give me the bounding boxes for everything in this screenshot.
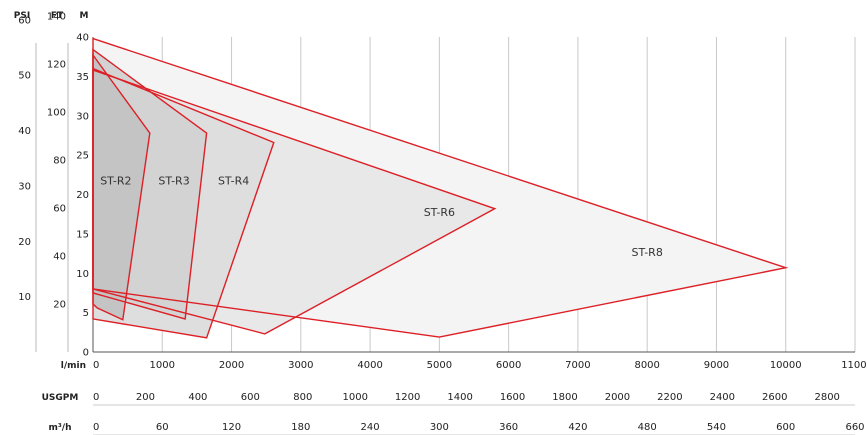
x-tick-label: 7000 <box>565 360 590 371</box>
x-tick-label: 800 <box>293 392 312 403</box>
x-tick-label: 60 <box>156 422 169 433</box>
x-axis-title-1: USGPM <box>42 393 79 403</box>
y-axis-title-1: FT <box>51 11 64 21</box>
x-tick-label: 0 <box>93 422 99 433</box>
x-tick-label: 2000 <box>605 392 630 403</box>
series-label-st-r8: ST-R8 <box>632 246 663 259</box>
y-tick-label: 40 <box>53 251 66 262</box>
y-tick-label: 30 <box>18 181 31 192</box>
y-tick-label: 10 <box>76 269 89 280</box>
y-tick-label: 60 <box>18 15 31 26</box>
x-tick-label: 1800 <box>552 392 577 403</box>
x-tick-label: 600 <box>776 422 795 433</box>
x-tick-label: 1200 <box>395 392 420 403</box>
y-tick-label: 40 <box>18 126 31 137</box>
x-tick-label: 1600 <box>500 392 525 403</box>
y-axis-title-2: M <box>80 11 89 21</box>
y-tick-label: 25 <box>76 151 89 162</box>
x-tick-label: 600 <box>241 392 260 403</box>
x-tick-label: 2800 <box>814 392 839 403</box>
y-tick-label: 100 <box>47 107 66 118</box>
x-tick-label: 10000 <box>770 360 802 371</box>
y-tick-label: 60 <box>53 203 66 214</box>
y-tick-label: 15 <box>76 229 89 240</box>
x-tick-label: 2200 <box>657 392 682 403</box>
y-tick-label: 120 <box>47 59 66 70</box>
series-label-st-r3: ST-R3 <box>158 174 189 187</box>
x-tick-label: 11000 <box>841 360 867 371</box>
x-tick-label: 1400 <box>447 392 472 403</box>
x-tick-label: 2600 <box>762 392 787 403</box>
x-tick-label: 240 <box>361 422 380 433</box>
x-tick-label: 9000 <box>704 360 729 371</box>
y-tick-label: 80 <box>53 155 66 166</box>
x-tick-label: 360 <box>499 422 518 433</box>
x-tick-label: 0 <box>93 360 99 371</box>
x-tick-label: 660 <box>845 422 864 433</box>
y-tick-label: 35 <box>76 72 89 83</box>
series-label-st-r2: ST-R2 <box>100 174 131 187</box>
x-tick-label: 2000 <box>219 360 244 371</box>
x-tick-label: 3000 <box>288 360 313 371</box>
y-tick-label: 10 <box>18 292 31 303</box>
y-tick-label: 20 <box>18 237 31 248</box>
x-tick-label: 8000 <box>634 360 659 371</box>
series-label-st-r6: ST-R6 <box>424 206 455 219</box>
x-tick-label: 2400 <box>710 392 735 403</box>
y-tick-label: 20 <box>53 299 66 310</box>
x-tick-label: 180 <box>291 422 310 433</box>
region-outline-st-r2 <box>92 52 151 321</box>
x-tick-label: 300 <box>430 422 449 433</box>
x-axis-title-0: l/min <box>61 361 86 371</box>
x-tick-label: 120 <box>222 422 241 433</box>
y-tick-label: 5 <box>83 308 89 319</box>
x-axis-title-2: m³/h <box>48 423 71 433</box>
y-tick-label: 140 <box>47 11 66 22</box>
y-tick-label: 30 <box>76 111 89 122</box>
x-tick-label: 200 <box>136 392 155 403</box>
y-axis-title-0: PSI <box>14 11 30 21</box>
x-tick-label: 6000 <box>496 360 521 371</box>
x-tick-label: 1000 <box>342 392 367 403</box>
region-fill-st-r2 <box>93 55 150 320</box>
y-tick-label: 50 <box>18 71 31 82</box>
x-tick-label: 420 <box>568 422 587 433</box>
y-tick-label: 20 <box>76 190 89 201</box>
series-label-st-r4: ST-R4 <box>218 174 249 187</box>
x-tick-label: 480 <box>638 422 657 433</box>
x-tick-label: 1000 <box>150 360 175 371</box>
x-tick-label: 0 <box>93 392 99 403</box>
x-tick-label: 540 <box>707 422 726 433</box>
y-tick-label: 40 <box>76 33 89 44</box>
x-tick-label: 5000 <box>427 360 452 371</box>
x-tick-label: 4000 <box>357 360 382 371</box>
y-tick-label: 0 <box>83 348 89 359</box>
x-tick-label: 400 <box>188 392 207 403</box>
